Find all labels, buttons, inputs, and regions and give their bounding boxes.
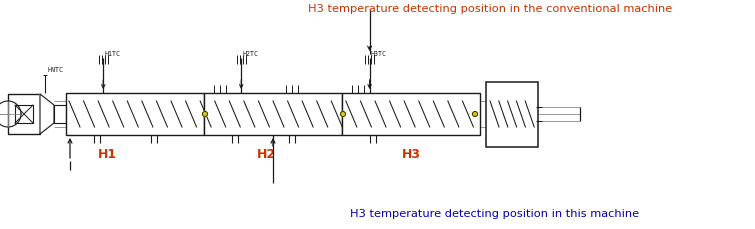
Text: H3 temperature detecting position in this machine: H3 temperature detecting position in thi… [350, 209, 639, 219]
Circle shape [341, 112, 346, 117]
Text: HNTC: HNTC [47, 67, 63, 73]
Text: H3: H3 [402, 148, 421, 161]
Bar [54, 105, 66, 123]
Bar [486, 82, 538, 147]
Polygon shape [0, 101, 21, 127]
Bar [66, 93, 204, 135]
Circle shape [473, 112, 477, 117]
Text: H3TC: H3TC [371, 51, 387, 57]
Bar [204, 93, 342, 135]
Bar [15, 105, 33, 123]
Text: H2: H2 [257, 148, 276, 161]
Bar [342, 93, 480, 135]
Text: H3 temperature detecting position in the conventional machine: H3 temperature detecting position in the… [308, 4, 672, 14]
Circle shape [202, 112, 208, 117]
Text: H1TC: H1TC [104, 51, 120, 57]
Text: H1: H1 [98, 148, 117, 161]
Polygon shape [40, 94, 54, 134]
Text: H2TC: H2TC [242, 51, 258, 57]
Bar [8, 94, 40, 134]
